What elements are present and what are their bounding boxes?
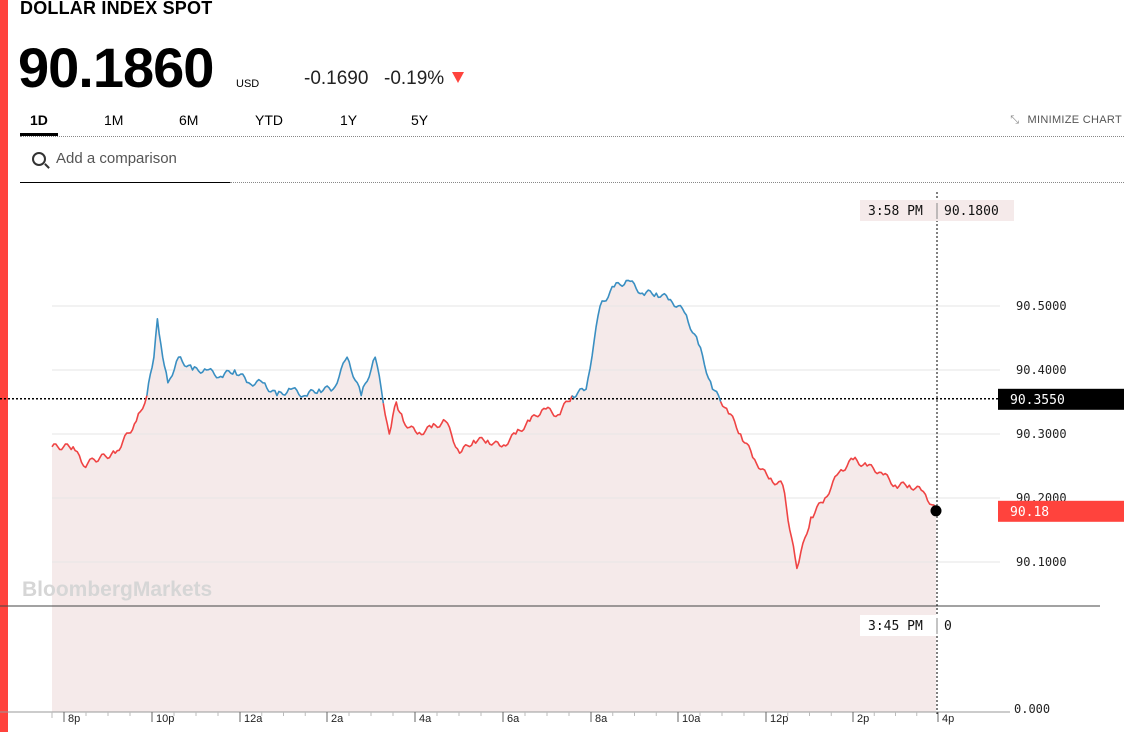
minimize-chart-button[interactable]: ⤡ MINIMIZE CHART	[1010, 114, 1122, 127]
previous-close-badge	[998, 388, 1124, 410]
last-value-dot	[930, 505, 942, 517]
instrument-title: DOLLAR INDEX SPOT	[20, 0, 213, 18]
active-tab-underline	[20, 133, 58, 136]
last-value-label: 90.18	[1010, 505, 1049, 520]
minimize-arrows-icon: ⤡	[1010, 114, 1020, 126]
crosshair-time-label: 3:58 PM	[868, 204, 923, 219]
x-tick-label: 8p	[68, 713, 80, 725]
x-tick-label: 12p	[770, 713, 788, 725]
tab-1m[interactable]: 1M	[104, 112, 124, 128]
x-tick-label: 6a	[507, 713, 520, 725]
price-line-above-close	[571, 279, 722, 402]
currency-label: USD	[236, 78, 260, 90]
last-value-badge	[998, 500, 1124, 522]
crosshair-value-label: 90.1800	[944, 204, 999, 219]
tab-1y[interactable]: 1Y	[340, 112, 358, 128]
x-tick-label: 10p	[156, 713, 174, 725]
x-tick-label: 2p	[857, 713, 869, 725]
comparison-search	[20, 146, 230, 183]
y-tick-label: 90.4000	[1016, 363, 1067, 377]
tabs-divider	[20, 136, 1124, 137]
price-change: -0.1690	[304, 68, 369, 89]
previous-close-label: 90.3550	[1010, 393, 1065, 408]
bloomberg-watermark: BloombergMarkets	[22, 578, 212, 601]
volume-crosshair-value-label: 0	[944, 619, 952, 634]
volume-crosshair-badge	[860, 615, 960, 636]
volume-crosshair-time-label: 3:45 PM	[868, 619, 923, 634]
price-change-percent: -0.19%	[384, 68, 445, 89]
price-line-below-close	[51, 395, 148, 469]
volume-axis-label: 0.000	[1014, 702, 1050, 716]
comparison-search-input[interactable]	[56, 150, 226, 167]
x-tick-label: 10a	[682, 713, 701, 725]
search-icon	[32, 152, 46, 166]
x-tick-label: 4p	[942, 713, 954, 725]
price-line-above-close	[146, 318, 385, 404]
tab-1d[interactable]: 1D	[30, 112, 48, 128]
price-line-below-close	[719, 401, 937, 570]
x-tick-label: 4a	[419, 713, 432, 725]
y-tick-label: 90.1000	[1016, 555, 1067, 569]
x-tick-label: 12a	[244, 713, 263, 725]
last-price: 90.1860	[18, 36, 214, 99]
tab-6m[interactable]: 6M	[179, 112, 199, 128]
x-tick-label: 8a	[595, 713, 608, 725]
search-divider	[230, 182, 1124, 183]
down-arrow-icon	[452, 72, 464, 83]
y-tick-label: 90.3000	[1016, 427, 1067, 441]
price-area-fill	[52, 280, 936, 712]
price-line-below-close	[382, 395, 573, 454]
tab-5y[interactable]: 5Y	[411, 112, 429, 128]
left-accent-bar	[0, 0, 8, 732]
tab-ytd[interactable]: YTD	[255, 112, 283, 128]
y-tick-label: 90.5000	[1016, 299, 1067, 313]
minimize-chart-label: MINIMIZE CHART	[1027, 114, 1122, 126]
x-tick-label: 2a	[331, 713, 344, 725]
